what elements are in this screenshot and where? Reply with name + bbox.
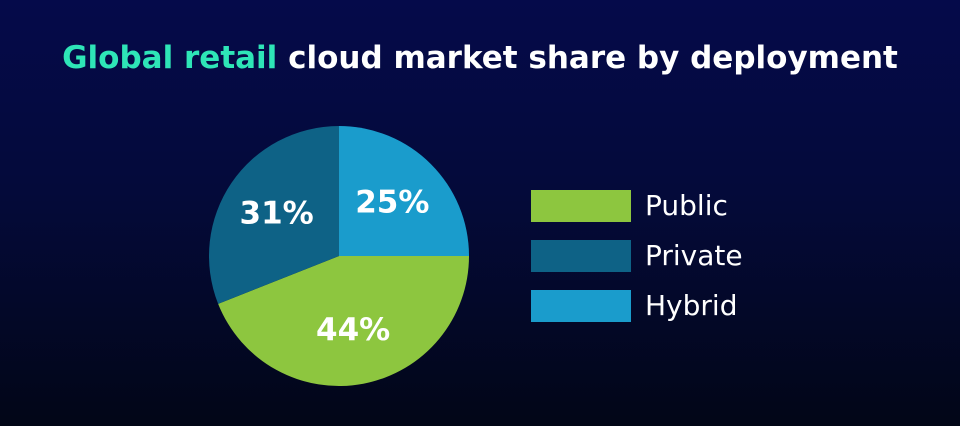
legend-item-hybrid: Hybrid [531,290,791,322]
legend-label-public: Public [645,189,728,222]
pie-label-hybrid: 25% [355,185,429,221]
chart-title-rest: cloud market share by deployment [277,40,898,76]
legend-label-private: Private [645,239,743,272]
legend-label-hybrid: Hybrid [645,289,738,322]
legend-swatch-public [531,190,631,222]
pie-slice-private [209,126,339,304]
chart-title: Global retail cloud market share by depl… [0,40,960,76]
pie-label-private: 31% [240,196,314,232]
chart-title-highlight: Global retail [62,40,278,76]
legend-item-private: Private [531,240,791,272]
pie-slice-public [218,256,469,387]
pie-slice-hybrid [339,126,469,256]
legend-swatch-hybrid [531,290,631,322]
legend-swatch-private [531,240,631,272]
pie-label-public: 44% [316,312,390,348]
legend-item-public: Public [531,190,791,222]
